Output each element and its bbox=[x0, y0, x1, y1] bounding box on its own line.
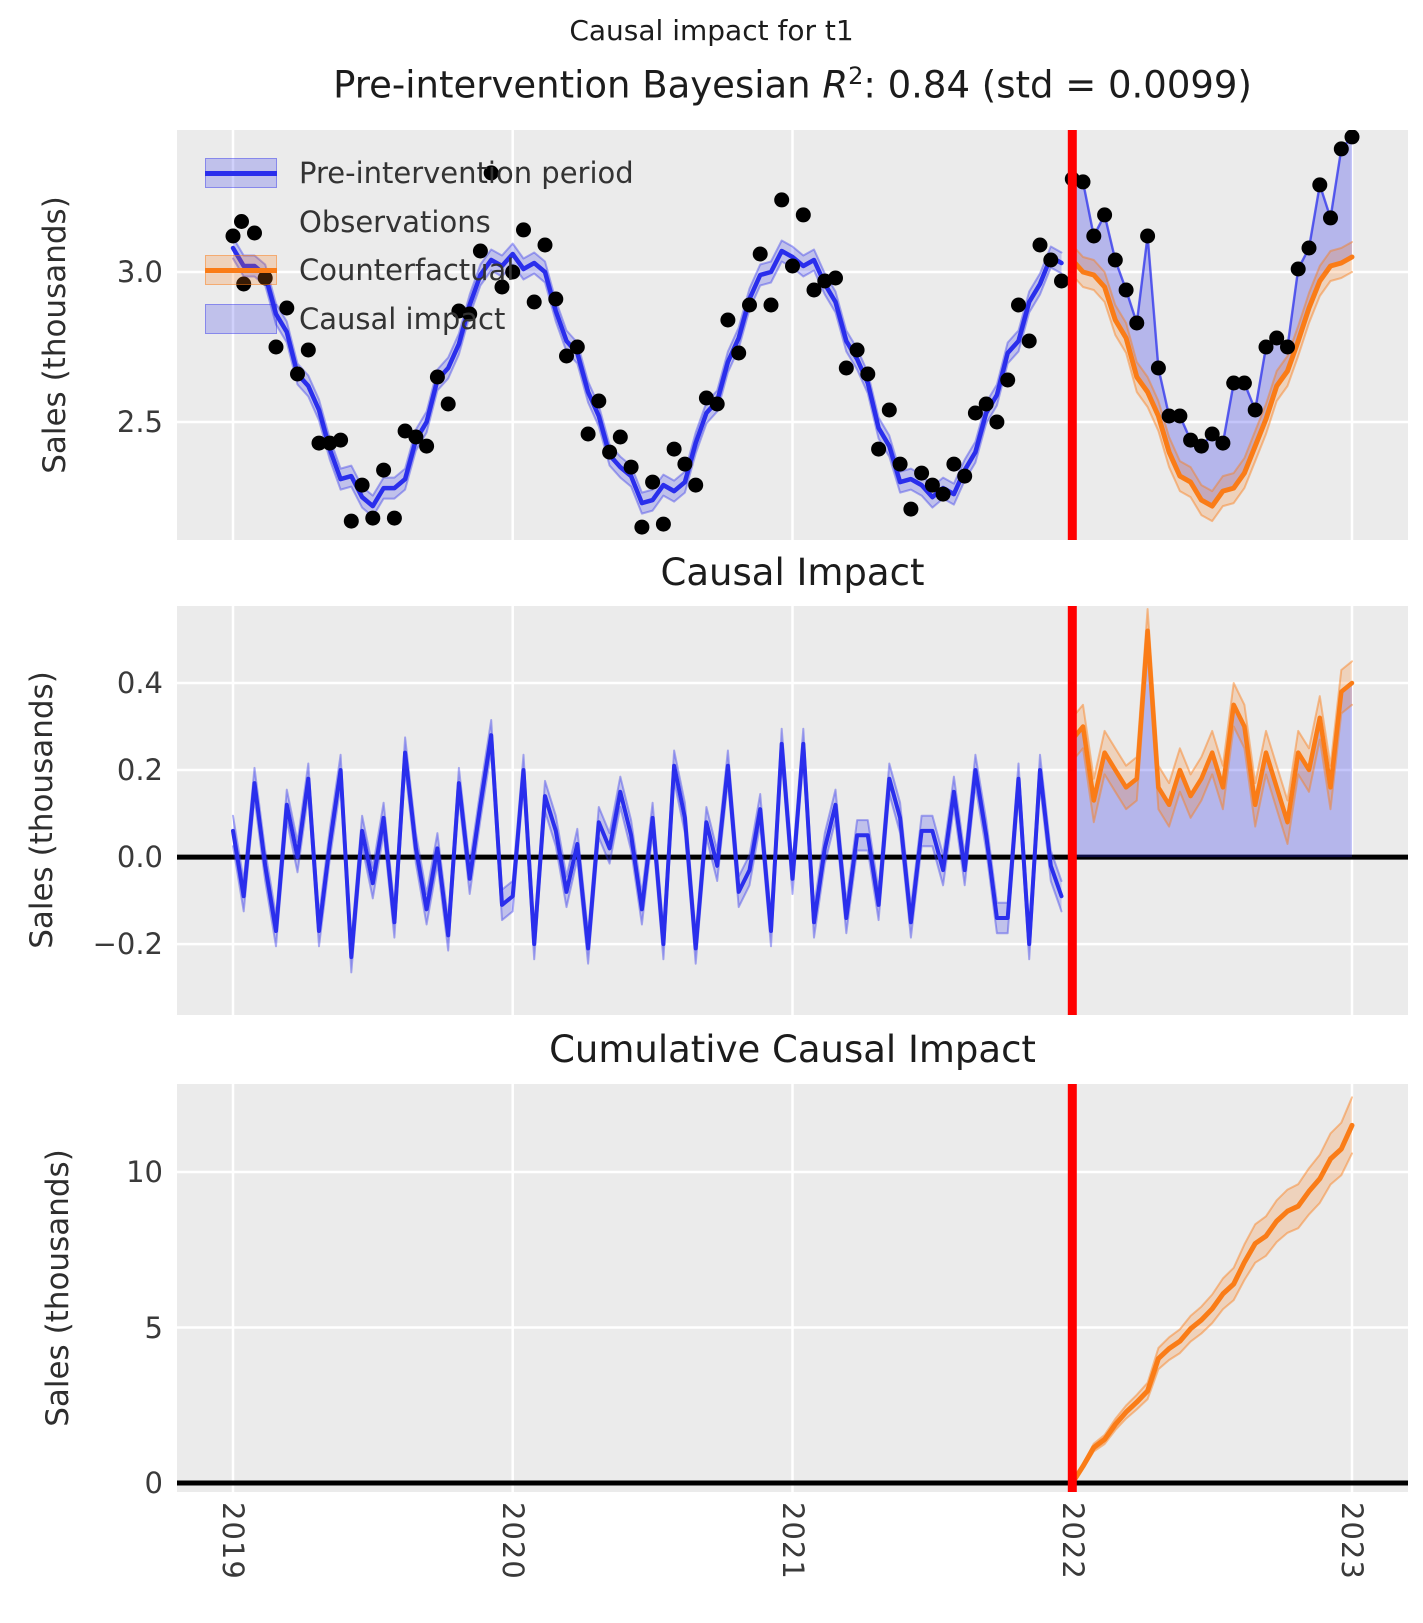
panel3-plot-canvas bbox=[177, 1084, 1408, 1492]
panel2-y-axis-label: Sales (thousands) bbox=[24, 671, 60, 949]
xtick-2023: 2023 bbox=[1335, 1502, 1369, 1580]
panel1-ytick-3.0: 3.0 bbox=[116, 255, 163, 289]
causal-impact-fill-icon bbox=[205, 303, 277, 334]
causal-impact-panel bbox=[177, 606, 1408, 1015]
panel3-y-axis-label: Sales (thousands) bbox=[40, 1149, 76, 1427]
panel3-title: Cumulative Causal Impact bbox=[549, 1028, 1036, 1071]
observation-dot-icon bbox=[205, 207, 277, 237]
panel2-ytick-0.4: 0.4 bbox=[116, 666, 163, 700]
pre-intervention-band-icon bbox=[205, 158, 277, 189]
panel1-title: Pre-intervention Bayesian R2: 0.84 (std … bbox=[177, 62, 1408, 106]
panel1-title-r-exponent: 2 bbox=[848, 62, 864, 90]
xtick-2019: 2019 bbox=[216, 1502, 250, 1580]
counterfactual-band-icon bbox=[205, 255, 277, 286]
legend-item-counterfactual: Counterfactual bbox=[205, 246, 634, 295]
legend: Pre-intervention period Observations Cou… bbox=[205, 149, 634, 343]
panel3-ytick-0: 0 bbox=[144, 1466, 163, 1500]
legend-item-causal-impact: Causal impact bbox=[205, 295, 634, 344]
panel2-ytick-neg0.2: −0.2 bbox=[92, 927, 163, 961]
panel1-ytick-2.5: 2.5 bbox=[116, 405, 163, 439]
panel1-title-r-symbol: R bbox=[822, 63, 849, 107]
xtick-2022: 2022 bbox=[1056, 1502, 1090, 1580]
panel1-title-suffix: : 0.84 (std = 0.0099) bbox=[863, 63, 1252, 107]
panel1-plot-canvas bbox=[177, 130, 1408, 540]
legend-label: Observations bbox=[299, 204, 491, 239]
panel2-title: Causal Impact bbox=[660, 551, 925, 594]
pre-intervention-panel bbox=[177, 130, 1408, 540]
panel2-ytick-0.2: 0.2 bbox=[116, 753, 163, 787]
xtick-2020: 2020 bbox=[496, 1502, 530, 1580]
figure-suptitle: Causal impact for t1 bbox=[569, 14, 854, 47]
legend-label: Causal impact bbox=[299, 301, 506, 336]
legend-label: Pre-intervention period bbox=[299, 156, 634, 191]
legend-item-observations: Observations bbox=[205, 198, 634, 247]
legend-label: Counterfactual bbox=[299, 253, 515, 288]
legend-item-pre-intervention: Pre-intervention period bbox=[205, 149, 634, 198]
cumulative-causal-impact-panel bbox=[177, 1084, 1408, 1492]
panel3-ytick-5: 5 bbox=[144, 1311, 163, 1345]
panel1-title-prefix: Pre-intervention Bayesian bbox=[333, 63, 823, 107]
panel2-ytick-0.0: 0.0 bbox=[116, 840, 163, 874]
panel3-ytick-10: 10 bbox=[126, 1155, 163, 1189]
xtick-2021: 2021 bbox=[776, 1502, 810, 1580]
panel2-plot-canvas bbox=[177, 606, 1408, 1015]
